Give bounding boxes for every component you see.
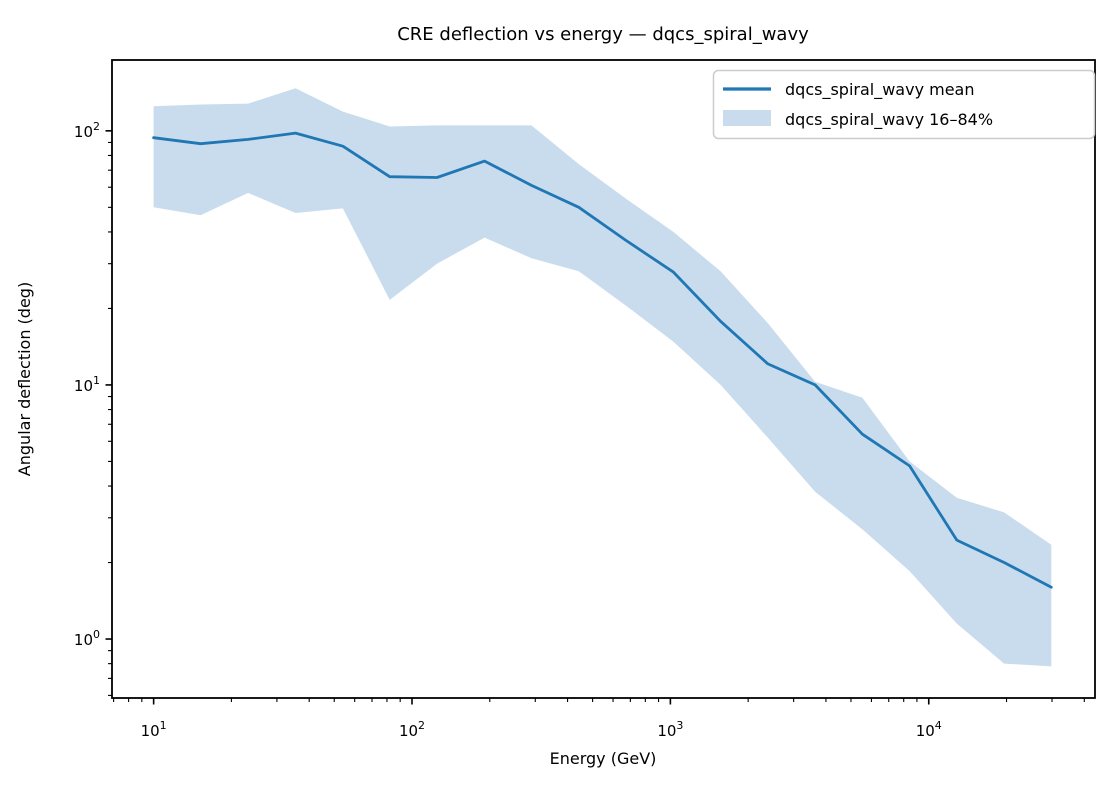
uncertainty-band bbox=[153, 88, 1052, 667]
x-axis-label: Energy (GeV) bbox=[550, 749, 657, 768]
x-tick-label: 104 bbox=[916, 719, 942, 740]
y-tick-label: 100 bbox=[74, 628, 100, 649]
x-axis-ticks: 101 102 103 104 bbox=[113, 698, 1085, 740]
band-layer bbox=[153, 88, 1052, 667]
x-tick-label: 101 bbox=[141, 719, 167, 740]
legend-band-swatch bbox=[723, 110, 771, 126]
legend-band-label: dqcs_spiral_wavy 16–84% bbox=[785, 110, 993, 130]
y-axis-label: Angular deflection (deg) bbox=[15, 282, 34, 476]
plot-frame bbox=[111, 59, 1096, 699]
y-axis-ticks: 100 101 102 bbox=[74, 120, 112, 696]
legend: dqcs_spiral_wavy mean dqcs_spiral_wavy 1… bbox=[712, 69, 1096, 140]
legend-mean-label: dqcs_spiral_wavy mean bbox=[785, 80, 975, 100]
chart-title: CRE deflection vs energy — dqcs_spiral_w… bbox=[397, 24, 809, 45]
x-tick-label: 103 bbox=[657, 719, 683, 740]
x-tick-label: 102 bbox=[399, 719, 425, 740]
y-tick-label: 101 bbox=[74, 374, 100, 395]
line-layer bbox=[152, 131, 1053, 589]
legend-box bbox=[712, 69, 1096, 140]
y-tick-label: 102 bbox=[74, 120, 100, 141]
mean-line bbox=[152, 131, 1053, 589]
